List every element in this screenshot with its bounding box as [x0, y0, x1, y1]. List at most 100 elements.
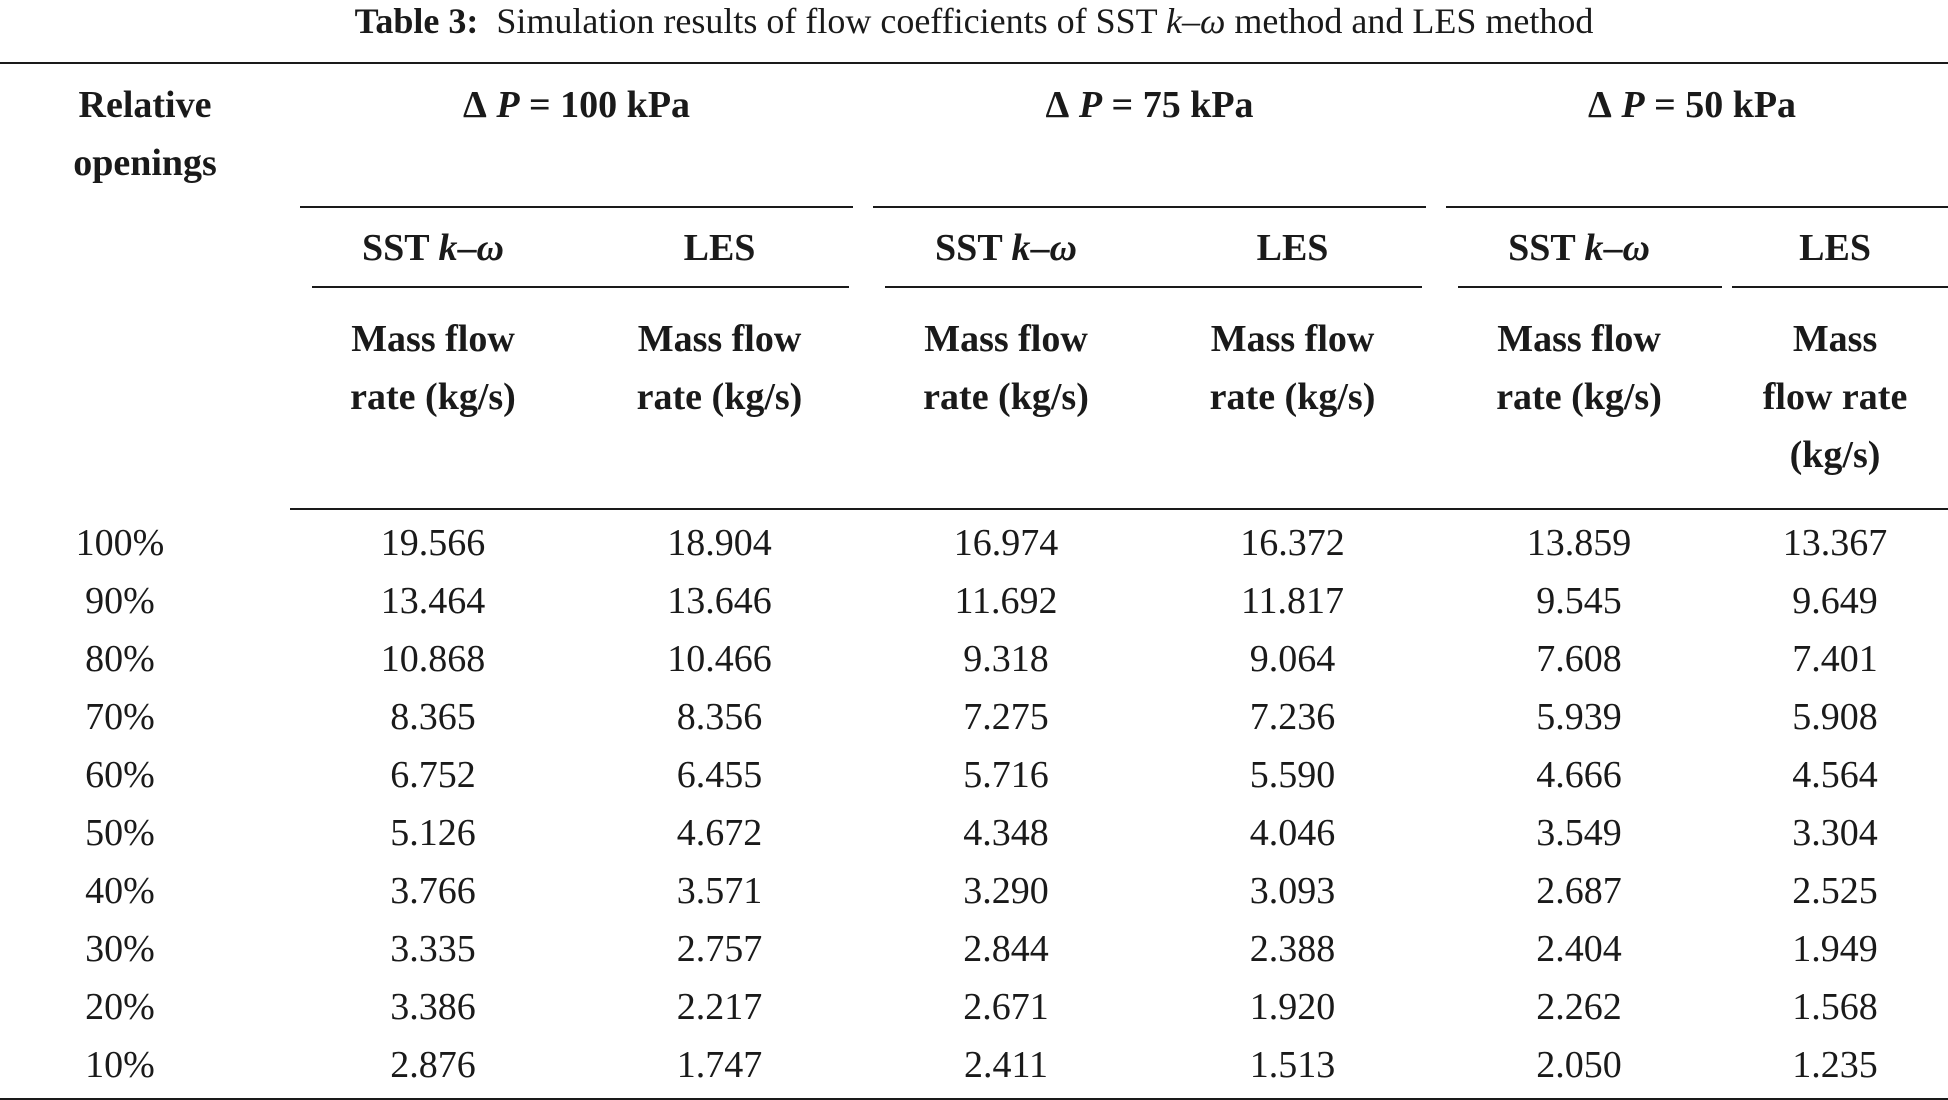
mass-line2: rate (kg/s) [1496, 376, 1662, 418]
table-row: 10% 2.876 1.747 2.411 1.513 2.050 1.235 [0, 1036, 1948, 1099]
table-row: 30% 3.335 2.757 2.844 2.388 2.404 1.949 [0, 920, 1948, 978]
value-cell: 4.046 [1249, 812, 1336, 854]
method-k: k [438, 227, 458, 269]
mass-line1: Mass flow [1210, 318, 1375, 360]
table-row: 20% 3.386 2.217 2.671 1.920 2.262 1.568 [0, 978, 1948, 1036]
opening-cell: 70% [85, 696, 155, 738]
opening-cell: 60% [85, 754, 155, 796]
group-header-100kpa: Δ P = 100 kPa [290, 63, 863, 208]
value-cell: 6.752 [390, 754, 476, 796]
table-row: 40% 3.766 3.571 3.290 3.093 2.687 2.525 [0, 862, 1948, 920]
table-body: 100% 19.566 18.904 16.974 16.372 13.859 13.367… [0, 509, 1948, 1099]
value-cell: 1.235 [1792, 1044, 1878, 1086]
value-cell: 19.566 [380, 522, 486, 564]
value-cell: 16.372 [1240, 522, 1345, 564]
mass-flow-header: Mass flow rate (kg/s) [863, 288, 1150, 510]
method-les: LES [1799, 227, 1871, 269]
group-delta: Δ [1588, 84, 1612, 126]
opening-cell: 100% [75, 521, 165, 564]
table-label: Table 3: [354, 1, 479, 41]
value-cell: 2.388 [1249, 928, 1336, 970]
mass-alt-line2: flow rate [1762, 376, 1908, 418]
mass-flow-header: Mass flow rate (kg/s) [290, 288, 576, 510]
table-row: 90% 13.464 13.646 11.692 11.817 9.545 9.649 [0, 572, 1948, 630]
value-cell: 2.262 [1536, 986, 1622, 1028]
value-cell: 5.590 [1249, 754, 1336, 796]
value-cell: 5.939 [1536, 696, 1622, 738]
mass-line1: Mass flow [924, 318, 1088, 360]
caption-dash: – [1181, 1, 1200, 41]
relative-header-line2: openings [73, 142, 217, 184]
opening-cell: 30% [85, 928, 155, 970]
mass-flow-header: Mass flow rate (kg/s) [1722, 288, 1948, 510]
mass-flow-header: Mass flow rate (kg/s) [1149, 288, 1437, 510]
table-row: 80% 10.868 10.466 9.318 9.064 7.608 7.401 [0, 630, 1948, 688]
mass-flow-header: Mass flow rate (kg/s) [1436, 288, 1723, 510]
table-row: 50% 5.126 4.672 4.348 4.046 3.549 3.304 [0, 804, 1948, 862]
value-cell: 3.093 [1249, 870, 1336, 912]
value-cell: 16.974 [953, 522, 1059, 564]
value-cell: 9.545 [1536, 580, 1622, 622]
table-caption: Table 3: Simulation results of flow coef… [0, 0, 1948, 44]
value-cell: 18.904 [667, 522, 772, 564]
value-cell: 8.356 [676, 696, 763, 738]
method-k: k [1011, 227, 1031, 269]
opening-cell: 20% [85, 986, 155, 1028]
value-cell: 2.757 [676, 928, 763, 970]
value-cell: 5.126 [390, 812, 476, 854]
opening-cell: 80% [85, 638, 155, 680]
value-cell: 3.549 [1536, 812, 1622, 854]
method-les: LES [1256, 227, 1329, 269]
table-row: 100% 19.566 18.904 16.974 16.372 13.859 13.367 [0, 509, 1948, 572]
group-value: = 75 kPa [1102, 84, 1254, 126]
method-omega: ω [476, 227, 504, 269]
relative-header-line1: Relative [78, 84, 212, 126]
group-p: P [1078, 84, 1103, 126]
value-cell: 9.064 [1249, 638, 1336, 680]
mass-line1: Mass flow [1497, 318, 1661, 360]
value-cell: 4.348 [963, 812, 1049, 854]
value-cell: 2.404 [1536, 928, 1622, 970]
value-cell: 2.876 [390, 1044, 476, 1086]
value-cell: 13.464 [380, 580, 486, 622]
value-cell: 2.525 [1792, 870, 1878, 912]
caption-text-before: Simulation results of flow coefficients … [496, 1, 1166, 41]
value-cell: 6.455 [676, 754, 763, 796]
value-cell: 9.318 [963, 638, 1049, 680]
value-cell: 7.275 [963, 696, 1049, 738]
mass-line2: rate (kg/s) [636, 376, 803, 418]
group-value: = 50 kPa [1644, 84, 1797, 126]
value-cell: 13.367 [1782, 522, 1888, 564]
method-dash: – [457, 227, 477, 269]
group-delta: Δ [1045, 84, 1070, 126]
value-cell: 13.859 [1526, 522, 1632, 564]
value-cell: 5.716 [963, 754, 1049, 796]
mass-flow-header: Mass flow rate (kg/s) [576, 288, 864, 510]
value-cell: 13.646 [667, 580, 772, 622]
group-value: = 100 kPa [519, 84, 691, 126]
value-cell: 3.335 [390, 928, 476, 970]
value-cell: 4.564 [1792, 754, 1878, 796]
method-header-les: LES [1722, 208, 1948, 288]
method-sst-prefix: SST [362, 227, 439, 269]
value-cell: 4.666 [1536, 754, 1622, 796]
value-cell: 11.817 [1240, 580, 1345, 622]
value-cell: 10.466 [667, 638, 772, 680]
method-dash: – [1030, 227, 1050, 269]
mass-line2: rate (kg/s) [1209, 376, 1376, 418]
value-cell: 1.747 [676, 1044, 763, 1086]
value-cell: 4.672 [676, 812, 763, 854]
relative-openings-header: Relative openings [0, 63, 290, 509]
value-cell: 2.687 [1536, 870, 1622, 912]
method-header-sst: SST k–ω [290, 208, 576, 288]
mass-line2: rate (kg/s) [350, 376, 516, 418]
simulation-results-table: Relative openings Δ P = 100 kPa Δ P = 75… [0, 62, 1948, 1100]
table-row: 70% 8.365 8.356 7.275 7.236 5.939 5.908 [0, 688, 1948, 746]
group-p: P [1621, 84, 1645, 126]
mass-alt-line3: (kg/s) [1789, 434, 1881, 476]
value-cell: 11.692 [954, 580, 1058, 622]
method-header-les: LES [1149, 208, 1436, 288]
value-cell: 1.920 [1249, 986, 1336, 1028]
method-omega: ω [1049, 227, 1077, 269]
value-cell: 7.608 [1536, 638, 1622, 680]
